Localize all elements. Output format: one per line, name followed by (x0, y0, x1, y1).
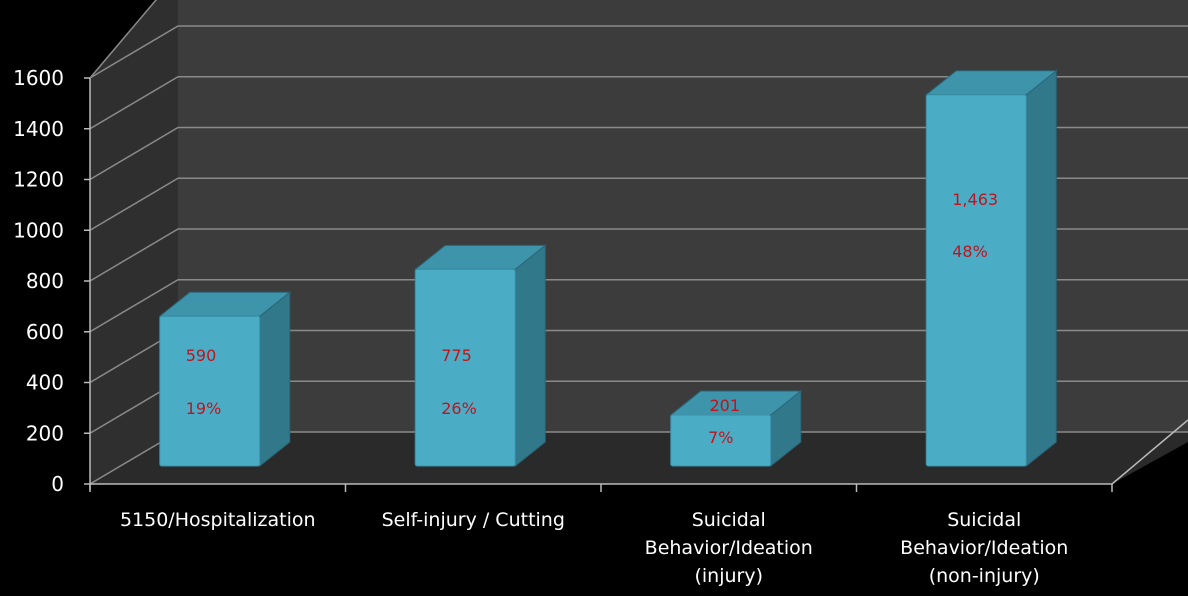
category-label: 5150/Hospitalization (120, 509, 316, 531)
y-tick-label: 400 (26, 371, 64, 395)
percent-label: 26% (441, 399, 477, 418)
percent-label: 7% (708, 428, 733, 447)
y-tick-label: 600 (26, 320, 64, 344)
bar-front (415, 269, 515, 466)
y-tick-label: 1600 (13, 66, 64, 90)
percent-label: 48% (952, 242, 988, 261)
bar (160, 292, 290, 466)
y-tick-label: 1400 (13, 117, 64, 141)
y-tick-label: 1000 (13, 218, 64, 242)
value-label: 775 (441, 346, 472, 365)
bar (926, 71, 1056, 466)
bar (415, 245, 545, 466)
bar-side (1026, 71, 1056, 466)
y-tick-label: 200 (26, 421, 64, 445)
percent-label: 19% (186, 399, 222, 418)
y-tick-label: 1200 (13, 168, 64, 192)
y-tick-label: 800 (26, 269, 64, 293)
value-label: 1,463 (952, 190, 998, 209)
category-label: Self-injury / Cutting (382, 509, 565, 531)
bar-side (515, 245, 545, 466)
value-label: 201 (709, 396, 740, 415)
bar-front (160, 316, 260, 466)
bar-front (926, 95, 1026, 466)
bar-side (260, 292, 290, 466)
y-tick-label: 0 (51, 472, 64, 496)
value-label: 590 (186, 346, 217, 365)
